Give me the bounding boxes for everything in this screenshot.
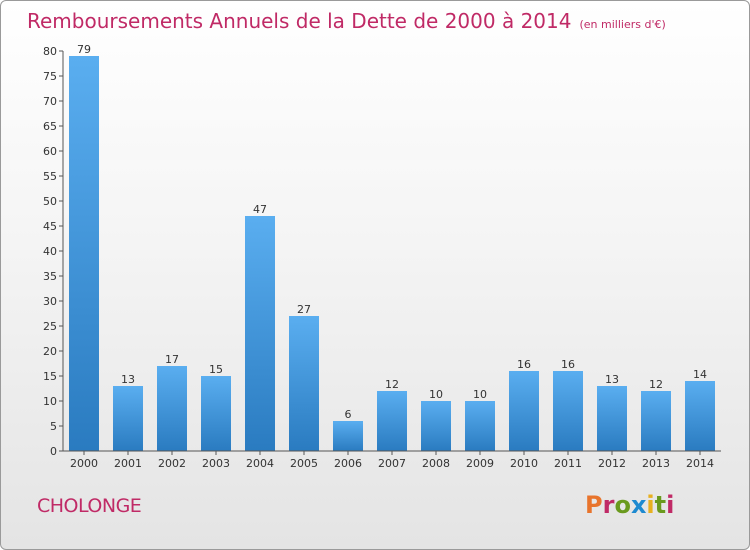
bar-2002 [157, 366, 187, 451]
x-tick-label: 2008 [422, 457, 450, 470]
x-tick-label: 2006 [334, 457, 362, 470]
bar-2013 [641, 391, 671, 451]
y-tick-label: 25 [43, 320, 57, 333]
bar-value-label: 27 [297, 303, 311, 316]
y-tick-label: 65 [43, 120, 57, 133]
bar-2005 [289, 316, 319, 451]
logo-letter: t [654, 491, 667, 519]
x-tick-label: 2007 [378, 457, 406, 470]
x-tick-label: 2005 [290, 457, 318, 470]
y-tick-label: 30 [43, 295, 57, 308]
bar-2011 [553, 371, 583, 451]
x-axis: 2000 2001 2002 2003 2004 2005 2006 2007 2008 2009… [63, 450, 721, 470]
chart-unit: (en milliers d'€) [579, 18, 666, 31]
y-tick-label: 80 [43, 45, 57, 58]
bar-2003 [201, 376, 231, 451]
bar-value-label: 6 [345, 408, 352, 421]
y-tick-label: 60 [43, 145, 57, 158]
x-tick-label: 2011 [554, 457, 582, 470]
bar-2004 [245, 216, 275, 451]
x-tick-label: 2009 [466, 457, 494, 470]
bar-value-label: 13 [121, 373, 135, 386]
bar-value-label: 12 [385, 378, 399, 391]
logo-letter: x [630, 491, 647, 519]
commune-name: CHOLONGE [37, 495, 142, 517]
logo-letter: r [602, 491, 615, 519]
bar-2014 [685, 381, 715, 451]
y-tick-label: 70 [43, 95, 57, 108]
y-tick-label: 15 [43, 370, 57, 383]
y-tick-label: 40 [43, 245, 57, 258]
bar-2007 [377, 391, 407, 451]
bar-2001 [113, 386, 143, 451]
x-tick-label: 2012 [598, 457, 626, 470]
x-tick-label: 2003 [202, 457, 230, 470]
y-tick-label: 5 [50, 420, 57, 433]
logo-letter: o [614, 491, 631, 519]
bar-2010 [509, 371, 539, 451]
logo-letter: i [646, 491, 655, 519]
logo-letter: P [585, 491, 603, 519]
x-tick-label: 2000 [70, 457, 98, 470]
bar-2009 [465, 401, 495, 451]
y-tick-label: 10 [43, 395, 57, 408]
bar-2012 [597, 386, 627, 451]
y-tick-label: 45 [43, 220, 57, 233]
y-tick-label: 55 [43, 170, 57, 183]
y-tick-label: 0 [50, 445, 57, 458]
bar-value-label: 16 [561, 358, 575, 371]
bar-value-label: 10 [429, 388, 443, 401]
chart-title: Remboursements Annuels de la Dette de 20… [27, 9, 666, 33]
y-tick-label: 20 [43, 345, 57, 358]
bar-value-label: 17 [165, 353, 179, 366]
bar-2000 [69, 56, 99, 451]
bar-value-label: 12 [649, 378, 663, 391]
x-tick-label: 2010 [510, 457, 538, 470]
bar-value-label: 47 [253, 203, 267, 216]
y-tick-label: 75 [43, 70, 57, 83]
y-tick-label: 35 [43, 270, 57, 283]
bar-2008 [421, 401, 451, 451]
y-tick-label: 50 [43, 195, 57, 208]
bars: 79 13 17 15 47 27 6 12 10 10 16 16 13 12 14 [69, 43, 715, 451]
bar-value-label: 79 [77, 43, 91, 56]
x-tick-label: 2013 [642, 457, 670, 470]
x-tick-label: 2014 [686, 457, 714, 470]
bar-value-label: 16 [517, 358, 531, 371]
x-tick-label: 2004 [246, 457, 274, 470]
bar-value-label: 10 [473, 388, 487, 401]
bar-value-label: 14 [693, 368, 707, 381]
y-axis: 0 5 10 15 20 25 30 35 40 45 50 55 60 65 70 75 80 [43, 45, 64, 458]
x-tick-label: 2001 [114, 457, 142, 470]
proxiti-logo: Proxiti [585, 491, 674, 519]
chart-title-text: Remboursements Annuels de la Dette de 20… [27, 9, 572, 33]
logo-letter: i [666, 491, 675, 519]
bar-value-label: 13 [605, 373, 619, 386]
bar-value-label: 15 [209, 363, 223, 376]
bar-2006 [333, 421, 363, 451]
x-tick-label: 2002 [158, 457, 186, 470]
